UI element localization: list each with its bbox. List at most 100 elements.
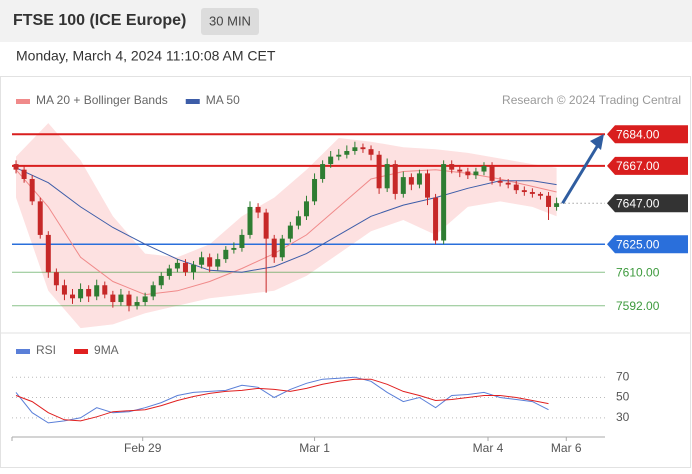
- ma-line: [15, 167, 557, 273]
- candle-body: [473, 171, 479, 176]
- candle-body: [223, 249, 229, 260]
- candle-body: [86, 288, 92, 297]
- chart-frame: [0, 76, 691, 468]
- candle-body: [142, 296, 148, 303]
- candle-body: [416, 173, 422, 185]
- title: FTSE 100 (ICE Europe): [13, 12, 186, 29]
- candle-body: [174, 262, 180, 269]
- candle-body: [441, 164, 447, 241]
- candle-body: [255, 206, 261, 213]
- legend-swatch: [74, 349, 89, 354]
- candle-body: [368, 149, 374, 155]
- candle-body: [481, 165, 487, 172]
- level-label: 7647.00: [616, 196, 660, 210]
- candle-body: [287, 225, 293, 239]
- candle-body: [392, 164, 398, 194]
- x-tick-label: Mar 6: [551, 441, 582, 455]
- candle-body: [320, 164, 326, 179]
- credit: Research © 2024 Trading Central: [502, 93, 681, 107]
- interval-badge: [201, 8, 259, 35]
- candle-body: [118, 294, 124, 303]
- candle-body: [70, 294, 76, 299]
- candle-body: [231, 247, 237, 250]
- indicator-line: [15, 378, 549, 422]
- candle-body: [271, 238, 277, 258]
- candle-body: [45, 234, 51, 273]
- candle-body: [78, 288, 84, 299]
- legend-label: RSI: [36, 343, 56, 357]
- candle-body: [199, 257, 205, 265]
- candle-body: [29, 178, 35, 202]
- candle-body: [239, 234, 245, 248]
- level-label: 7592.00: [616, 299, 660, 313]
- candle-body: [360, 147, 366, 150]
- candle-body: [352, 147, 358, 152]
- indicator-line: [15, 376, 549, 424]
- level-label-box: [607, 156, 688, 175]
- candle-body: [513, 184, 519, 191]
- candle-body: [546, 195, 552, 207]
- level-label-box: [607, 235, 688, 254]
- candle-body: [61, 285, 67, 295]
- candle-body: [489, 165, 495, 181]
- y-tick-label: 30: [616, 410, 630, 424]
- x-tick-label: Mar 4: [473, 441, 504, 455]
- level-label: 7684.00: [616, 127, 660, 141]
- candle-body: [150, 285, 156, 297]
- candle-body: [521, 190, 527, 193]
- candle-body: [263, 212, 269, 239]
- candle-body: [215, 259, 221, 267]
- header-bar: [0, 0, 692, 42]
- candle-body: [37, 201, 43, 235]
- candle-body: [182, 262, 188, 273]
- trend-arrow: [561, 144, 600, 204]
- candle-body: [400, 177, 406, 194]
- y-tick-label: 50: [616, 390, 630, 404]
- candle-body: [110, 294, 116, 303]
- candle-body: [207, 257, 213, 267]
- interval: 30 MIN: [209, 13, 251, 28]
- x-tick-label: Mar 1: [299, 441, 330, 455]
- legend-label: 9MA: [94, 343, 119, 357]
- candle-body: [457, 169, 463, 172]
- candle-body: [433, 197, 439, 241]
- legend-label: MA 50: [206, 93, 240, 107]
- candle-body: [191, 264, 197, 273]
- legend-swatch: [16, 99, 30, 104]
- candle-body: [166, 268, 172, 276]
- candle-body: [53, 272, 59, 286]
- legend-swatch: [16, 349, 30, 354]
- candle-body: [21, 169, 27, 179]
- candle-body: [425, 173, 431, 198]
- level-label: 7625.00: [616, 237, 660, 251]
- candle-body: [449, 164, 455, 170]
- x-tick-label: Feb 29: [124, 441, 162, 455]
- legend-swatch: [185, 99, 200, 104]
- y-tick-label: 70: [616, 369, 630, 383]
- candle-body: [408, 177, 414, 185]
- candle-body: [328, 156, 334, 165]
- legend-label: MA 20 + Bollinger Bands: [36, 93, 168, 107]
- candle-body: [537, 193, 543, 196]
- candle-body: [336, 154, 342, 157]
- candle-body: [312, 178, 318, 202]
- candle-body: [497, 180, 503, 183]
- candle-body: [134, 302, 140, 306]
- level-label-box: [607, 125, 688, 144]
- candle-body: [384, 164, 390, 189]
- candle-body: [295, 216, 301, 226]
- ma-line: [15, 169, 557, 296]
- candle-body: [13, 164, 19, 170]
- candle-body: [344, 151, 350, 155]
- candle-body: [94, 285, 100, 297]
- datetime: Monday, March 4, 2024 11:10:08 AM CET: [16, 48, 276, 64]
- level-label: 7610.00: [616, 265, 660, 279]
- candle-body: [102, 285, 108, 295]
- candle-body: [126, 294, 132, 306]
- candle-body: [303, 201, 309, 217]
- candle-body: [554, 203, 560, 207]
- trend-arrow-head: [590, 134, 604, 150]
- candle-body: [158, 275, 164, 286]
- candle-body: [505, 182, 511, 185]
